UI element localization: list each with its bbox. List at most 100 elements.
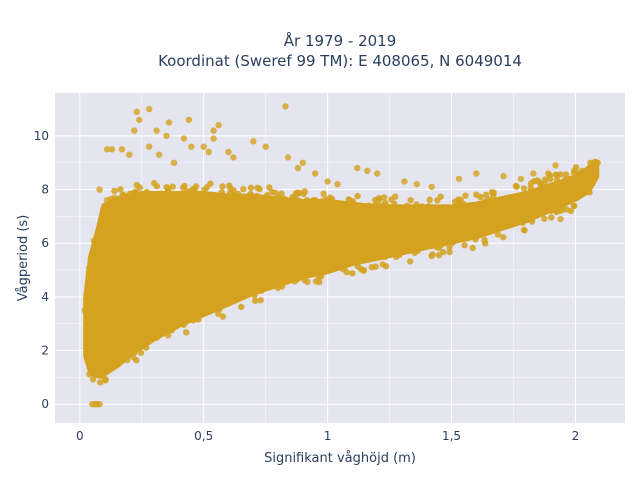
x-tick-label: 1,5: [442, 429, 461, 443]
data-point: [374, 170, 381, 177]
x-tick-label: 0: [76, 429, 84, 443]
edge-point: [271, 282, 278, 289]
edge-point: [247, 290, 255, 297]
edge-point: [566, 197, 573, 204]
edge-point: [316, 278, 323, 286]
data-point: [210, 127, 217, 134]
data-point: [155, 151, 163, 158]
edge-point: [86, 265, 93, 272]
data-point: [225, 148, 232, 156]
edge-point: [219, 313, 227, 320]
y-axis-label: Vågperiod (s): [16, 215, 31, 302]
data-point: [428, 183, 435, 191]
y-tick-label: 4: [41, 290, 49, 304]
data-point: [530, 170, 537, 177]
y-tick-label: 10: [34, 129, 49, 143]
edge-point: [427, 242, 434, 250]
data-point: [594, 159, 601, 166]
data-point: [126, 151, 133, 158]
edge-point: [426, 196, 433, 203]
edge-point: [89, 376, 97, 383]
edge-point: [439, 248, 447, 256]
edge-point: [301, 199, 308, 206]
edge-point: [424, 203, 432, 210]
edge-point: [289, 276, 296, 283]
data-point: [364, 167, 371, 174]
data-point: [96, 401, 103, 408]
edge-point: [455, 196, 462, 203]
edge-point: [529, 216, 536, 223]
edge-point: [472, 236, 479, 243]
edge-point: [194, 315, 201, 322]
edge-point: [519, 219, 526, 226]
edge-point: [462, 192, 469, 199]
edge-point: [111, 187, 118, 195]
edge-point: [435, 244, 443, 252]
edge-point: [572, 164, 580, 171]
edge-point: [257, 297, 264, 304]
edge-point: [238, 303, 245, 311]
edge-point: [520, 226, 528, 234]
edge-point: [461, 242, 468, 249]
data-point: [103, 146, 111, 153]
data-point: [582, 186, 589, 193]
data-point: [517, 175, 525, 183]
edge-point: [120, 191, 127, 198]
edge-point: [159, 191, 167, 198]
edge-point: [380, 194, 388, 201]
edge-point: [219, 183, 226, 190]
edge-point: [556, 207, 564, 214]
edge-point: [289, 193, 296, 201]
edge-point: [215, 310, 222, 318]
edge-point: [481, 236, 488, 244]
edge-point: [133, 181, 140, 189]
edge-point: [163, 183, 170, 191]
edge-point: [382, 263, 390, 270]
edge-point: [477, 193, 484, 201]
edge-point: [227, 185, 234, 192]
edge-point: [446, 244, 453, 251]
edge-point: [296, 197, 303, 205]
data-point: [170, 159, 178, 166]
data-point: [545, 170, 552, 177]
edge-point: [190, 185, 197, 193]
edge-point: [218, 189, 225, 196]
data-point: [299, 159, 306, 166]
edge-point: [90, 237, 98, 244]
edge-point: [392, 193, 399, 200]
edge-point: [584, 166, 591, 174]
edge-point: [360, 267, 367, 274]
edge-point: [296, 189, 303, 197]
edge-point: [407, 197, 414, 204]
edge-point: [373, 202, 380, 210]
edge-point: [86, 371, 93, 378]
edge-point: [520, 185, 527, 192]
data-point: [133, 108, 140, 116]
edge-point: [183, 329, 190, 336]
edge-point: [512, 182, 520, 190]
edge-point: [278, 190, 285, 197]
edge-point: [383, 203, 391, 210]
edge-point: [354, 192, 361, 200]
y-tick-label: 2: [41, 344, 49, 358]
edge-point: [449, 239, 456, 246]
edge-point: [482, 191, 490, 198]
y-tick-label: 6: [41, 236, 49, 250]
edge-point: [247, 190, 254, 198]
edge-point: [538, 209, 545, 217]
edge-point: [541, 215, 548, 222]
edge-point: [179, 184, 187, 191]
edge-point: [124, 356, 131, 364]
edge-point: [571, 202, 578, 210]
edge-point: [413, 201, 420, 208]
data-point: [185, 116, 192, 124]
x-tick-label: 1: [324, 429, 332, 443]
chart-subtitle: Koordinat (Sweref 99 TM): E 408065, N 60…: [158, 52, 522, 70]
edge-point: [563, 206, 570, 213]
edge-point: [485, 196, 493, 203]
data-point: [136, 116, 143, 124]
edge-point: [320, 190, 327, 197]
edge-point: [224, 299, 231, 307]
edge-point: [368, 264, 375, 271]
